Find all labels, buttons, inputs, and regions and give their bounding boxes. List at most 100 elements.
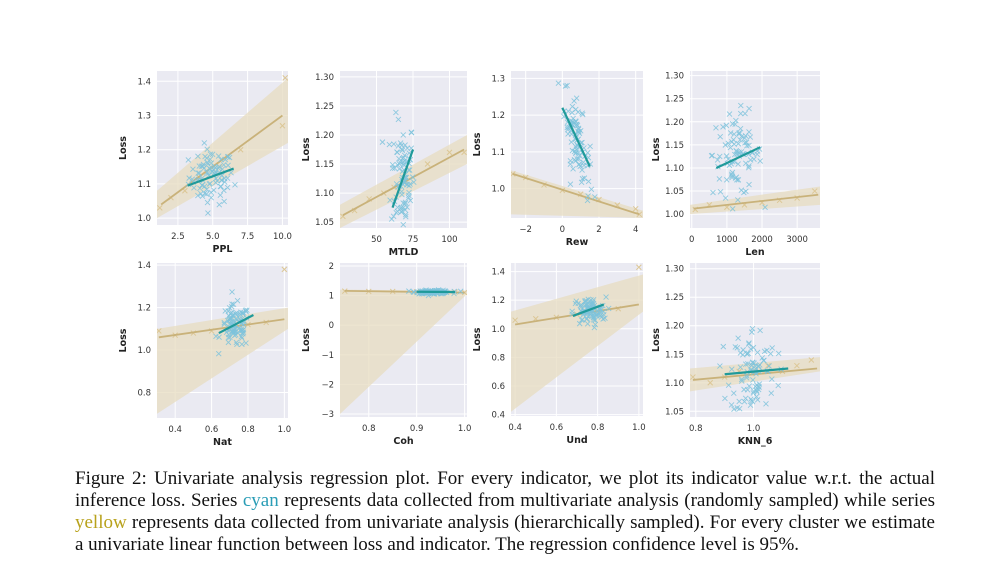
- cyan-point: [393, 109, 399, 116]
- cyan-point: [408, 129, 415, 136]
- y-tick-label: 1.2: [491, 296, 505, 306]
- y-axis-label: Loss: [118, 136, 129, 160]
- cyan-point: [229, 289, 235, 295]
- plot-area: [690, 263, 820, 417]
- panel-mtld: 50 75 100 1.05 1.10 1.15 1.20 1.25 1.30 MTLD Loss: [301, 71, 467, 258]
- cyan-point: [386, 141, 393, 148]
- x-tick-label: 0: [560, 225, 565, 235]
- cyan-point: [232, 182, 238, 188]
- cyan-point: [603, 294, 609, 300]
- cyan-point: [572, 300, 579, 307]
- cyan-point: [243, 308, 249, 315]
- y-axis-label: Loss: [651, 137, 662, 161]
- cyan-point: [203, 186, 210, 193]
- cyan-point: [757, 327, 763, 334]
- cyan-point: [731, 131, 737, 137]
- cyan-point: [745, 341, 752, 347]
- x-tick-label: 1.0: [278, 425, 292, 435]
- cyan-point: [379, 139, 386, 145]
- x-tick-label: 7.5: [241, 232, 255, 242]
- cyan-point: [233, 310, 240, 316]
- yellow-point: [512, 317, 518, 324]
- cyan-point: [710, 189, 716, 196]
- cyan-point: [396, 166, 403, 172]
- yellow-regression-line: [693, 193, 819, 210]
- cyan-point: [751, 156, 757, 162]
- figure-caption: Figure 2: Univariate analysis regression…: [75, 468, 935, 556]
- y-tick-label: 2: [329, 262, 334, 272]
- y-tick-label: 0.4: [491, 411, 505, 421]
- y-tick-label: 1.10: [315, 189, 334, 199]
- cyan-point: [199, 193, 206, 200]
- y-tick-label: 1.05: [665, 187, 684, 197]
- y-tick-label: 1: [329, 292, 334, 302]
- cyan-point: [567, 181, 574, 188]
- cyan-point: [768, 390, 775, 396]
- plot-area: [340, 263, 467, 417]
- cyan-point: [737, 110, 744, 117]
- yellow-regression-line: [512, 173, 640, 216]
- yellow-point: [157, 205, 163, 211]
- cyan-point: [769, 345, 776, 351]
- x-tick-label: 1000: [716, 235, 738, 245]
- cyan-point: [723, 153, 730, 159]
- cyan-point: [213, 333, 219, 340]
- yellow-point: [461, 289, 467, 296]
- x-tick-label: 0.4: [508, 423, 522, 433]
- y-tick-label: 1.0: [137, 214, 151, 224]
- x-tick-label: 5.0: [206, 232, 220, 242]
- x-axis-label: Und: [566, 435, 587, 446]
- yellow-point: [636, 264, 642, 271]
- cyan-point: [741, 398, 748, 405]
- x-tick-label: 0: [689, 235, 694, 245]
- cyan-point: [387, 197, 393, 204]
- cyan-point: [581, 175, 588, 181]
- cyan-point: [726, 111, 733, 117]
- x-axis-label: Nat: [213, 437, 232, 448]
- cyan-point: [741, 189, 747, 196]
- cyan-point: [738, 378, 745, 384]
- cyan-point: [576, 161, 582, 168]
- cyan-point: [201, 183, 208, 190]
- cyan-point: [208, 194, 215, 201]
- cyan-point: [569, 109, 575, 116]
- panel-rew: −2 0 2 4 1.0 1.1 1.2 1.3 Rew Loss: [472, 71, 643, 248]
- x-tick-label: 0.6: [550, 423, 564, 433]
- cyan-point: [737, 364, 744, 370]
- cyan-point: [576, 130, 583, 137]
- cyan-point: [743, 143, 750, 149]
- cyan-point: [578, 317, 585, 323]
- y-tick-label: 1.30: [315, 73, 334, 83]
- cyan-point: [406, 189, 412, 196]
- cyan-point: [216, 163, 222, 170]
- cyan-point: [571, 98, 577, 104]
- y-tick-label: 0.8: [491, 353, 505, 363]
- x-tick-label: 2.5: [171, 232, 185, 242]
- cyan-point: [735, 140, 742, 147]
- cyan-point: [394, 161, 401, 168]
- yellow-point: [690, 374, 696, 380]
- cyan-point: [221, 179, 228, 185]
- cyan-point: [227, 310, 234, 317]
- cyan-point: [775, 382, 782, 389]
- cyan-point: [204, 146, 211, 153]
- cyan-point: [737, 102, 744, 109]
- cyan-point: [195, 153, 201, 160]
- y-tick-label: 1.3: [491, 74, 505, 84]
- cyan-point: [720, 343, 727, 350]
- cyan-point: [761, 357, 767, 364]
- x-tick-label: 0.9: [410, 424, 424, 434]
- x-tick-label: 50: [371, 235, 382, 245]
- cyan-point: [722, 395, 728, 402]
- x-tick-label: 0.8: [689, 424, 703, 434]
- y-tick-label: 1.1: [137, 180, 151, 190]
- cyan-point: [723, 122, 730, 129]
- y-tick-label: 1.4: [137, 261, 151, 271]
- cyan-point: [555, 80, 562, 87]
- cyan-point: [195, 192, 201, 199]
- cyan-point: [404, 145, 411, 152]
- yellow-point: [765, 362, 771, 369]
- cyan-point: [562, 83, 569, 89]
- cyan-point: [716, 176, 723, 182]
- cyan-point: [769, 376, 775, 382]
